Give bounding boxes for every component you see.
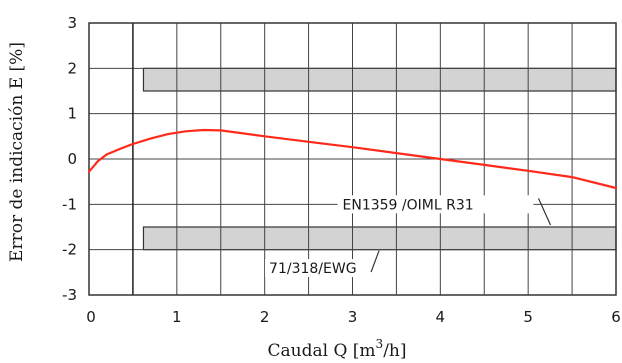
error-curve bbox=[87, 128, 618, 190]
tolerance-band-2 bbox=[142, 226, 617, 251]
y-tick-label: -1 bbox=[62, 195, 77, 213]
x-tick-label: 3 bbox=[348, 308, 358, 326]
y-tick-label: 3 bbox=[67, 14, 77, 32]
x-axis-label-suffix: /h] bbox=[383, 341, 406, 361]
y-tick-label: -3 bbox=[62, 286, 77, 304]
plot-frame bbox=[88, 22, 617, 296]
x-axis-label-sup: 3 bbox=[376, 337, 384, 351]
annotation-leader-line bbox=[370, 250, 380, 273]
x-tick-label: 4 bbox=[436, 308, 446, 326]
x-tick-label: 6 bbox=[611, 308, 621, 326]
x-tick-labels: 0 1 2 3 4 5 6 bbox=[86, 308, 621, 326]
y-tick-label: 0 bbox=[67, 150, 77, 168]
annotation-71-318-ewg: 71/318/EWG bbox=[269, 261, 357, 277]
annotation-background bbox=[265, 259, 378, 278]
x-tick-label: 0 bbox=[86, 308, 96, 326]
x-axis-label: Caudal Q [m3/h] bbox=[268, 337, 407, 361]
tolerance-band-1 bbox=[142, 67, 617, 92]
annotation-en1359: EN1359 /OIML R31 bbox=[343, 197, 474, 213]
annotation-leader-line bbox=[537, 198, 552, 226]
x-tick-label: 2 bbox=[260, 308, 270, 326]
x-tick-label: 5 bbox=[523, 308, 533, 326]
series-layer bbox=[87, 128, 618, 190]
y-tick-label: 1 bbox=[67, 105, 77, 123]
annotation-background bbox=[337, 195, 534, 214]
y-axis-label: Error de indicación E [%] bbox=[7, 42, 27, 262]
y-tick-labels: 3 2 1 0 -1 -2 -3 bbox=[62, 14, 77, 304]
grid bbox=[89, 23, 616, 295]
annotations: EN1359 /OIML R31 71/318/EWG bbox=[265, 195, 552, 278]
y-tick-label: -2 bbox=[62, 241, 77, 259]
x-tick-label: 1 bbox=[172, 308, 182, 326]
y-tick-label: 2 bbox=[67, 59, 77, 77]
x-axis-label-prefix: Caudal Q [m bbox=[268, 341, 376, 361]
